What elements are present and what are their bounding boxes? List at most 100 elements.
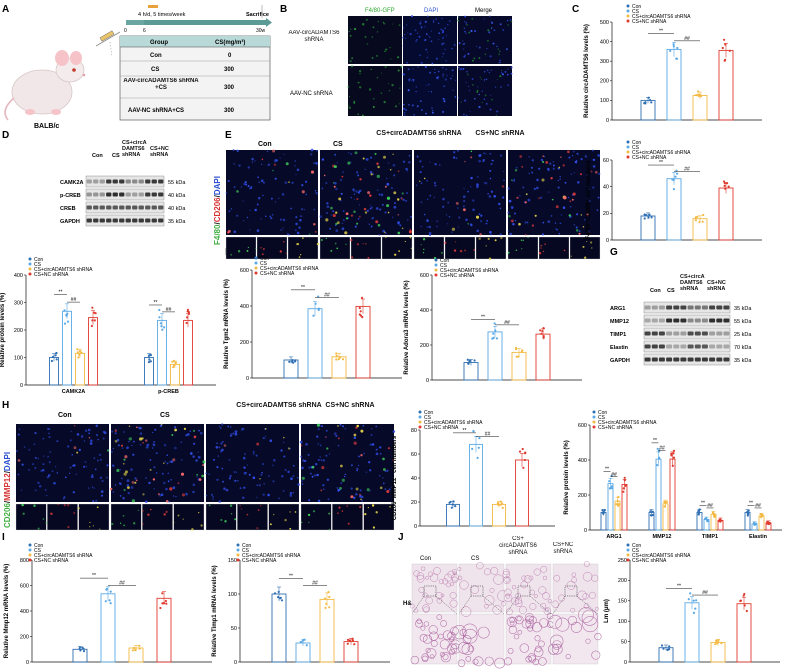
- he-alveolus: [571, 577, 577, 583]
- micro-dot: [263, 482, 265, 485]
- micro-dot: [243, 466, 246, 469]
- micro-dot: [590, 170, 593, 173]
- j-col-nc: CS+NC shRNA: [552, 542, 574, 555]
- micro-dot: [321, 187, 324, 190]
- y-tick-label-E: 20: [603, 211, 609, 217]
- micro-dot: [246, 216, 249, 219]
- micro-dot: [426, 219, 429, 222]
- micro-dot: [92, 525, 94, 527]
- micro-inset: [268, 503, 300, 531]
- data-point-H2: [697, 513, 700, 516]
- micro-dot: [456, 207, 459, 209]
- micro-dot: [385, 232, 387, 234]
- micro-dot: [218, 446, 221, 449]
- micro-dot: [391, 83, 394, 87]
- y-tick-label-C: 300: [600, 59, 609, 65]
- he-alveolus: [538, 586, 547, 595]
- micro-dot: [524, 233, 527, 236]
- group-table: Group CS(mg/m³) Con 0 CS 300 AAV-circADA…: [119, 35, 271, 121]
- micro-dot: [165, 487, 168, 491]
- micro-dot: [588, 188, 590, 190]
- legend-label-1: Con: [260, 256, 269, 262]
- legend-marker-4: [28, 272, 32, 276]
- micro-dot: [468, 89, 470, 92]
- micro-dot: [419, 22, 422, 25]
- micro-inset: [538, 236, 570, 260]
- data-point-H2: [698, 511, 701, 514]
- micro-dot: [408, 154, 411, 157]
- sig-mark-D: **: [59, 289, 63, 295]
- micro-dot: [378, 193, 381, 196]
- micro-dot: [314, 462, 318, 466]
- micro-dot: [245, 183, 248, 186]
- micro-dot: [245, 471, 248, 474]
- he-alveolus: [476, 562, 484, 570]
- blot-band: [673, 344, 680, 349]
- micro-dot: [592, 165, 596, 168]
- bar-I2-1-1: [271, 593, 287, 663]
- panel-letter-i: I: [2, 532, 5, 543]
- legend-marker-4: [236, 558, 240, 562]
- panel-a: BALB/c 4 h/d, 5 times/week Sacrifice 0 6…: [4, 5, 272, 130]
- micro-dot: [442, 188, 445, 191]
- micro-dot: [365, 242, 367, 245]
- micro-dot: [325, 182, 328, 185]
- blot-label: CREB: [60, 206, 76, 212]
- micro-dot: [96, 506, 99, 509]
- micro-dot: [483, 71, 486, 73]
- micro-dot: [301, 521, 303, 524]
- micro-dot: [386, 204, 390, 208]
- micro-dot: [93, 457, 96, 459]
- y-tick-label-D: 100: [14, 355, 23, 361]
- table-row-4-cs: 300: [224, 108, 235, 114]
- micro-dot: [384, 211, 387, 214]
- he-alveolus: [457, 642, 470, 654]
- micro-main-2: [320, 150, 412, 235]
- he-alveolus: [555, 617, 570, 632]
- micro-inset: [475, 236, 507, 260]
- data-point-H2: [608, 480, 611, 483]
- he-top-2: [458, 563, 505, 613]
- table-row-4-group: AAV-NC shRNA+CS: [128, 108, 184, 114]
- blot-band: [687, 305, 694, 310]
- blot-band: [694, 331, 701, 336]
- he-alveolus: [578, 607, 594, 623]
- micro-dot: [123, 524, 125, 527]
- micro-dot: [498, 50, 501, 53]
- sig-mark-D: ##: [166, 307, 172, 313]
- micro-dot: [552, 161, 555, 163]
- legend-marker-4: [626, 558, 630, 562]
- micro-dot: [410, 80, 412, 82]
- micro-dot: [402, 73, 405, 76]
- data-point-E: [672, 188, 676, 191]
- legend-label-1: Con: [598, 410, 607, 416]
- micro-dot: [233, 163, 235, 165]
- micro-dot: [386, 177, 388, 180]
- micro-dot: [145, 500, 148, 503]
- y-axis-label-C: Relative circADAMTS6 levels (%): [584, 24, 590, 118]
- tick-30w: 30w: [256, 28, 266, 34]
- legend-marker-3: [254, 266, 258, 270]
- micro-dot: [390, 187, 393, 190]
- blot-band: [119, 205, 125, 210]
- micro-dot: [445, 214, 448, 216]
- micro-dot: [63, 504, 66, 507]
- micro-dot: [487, 29, 490, 32]
- micro-dot: [370, 173, 373, 176]
- micro-dot: [510, 219, 514, 223]
- e-col-con: Con: [258, 141, 272, 148]
- y-tick-label-H2: 0: [584, 528, 587, 534]
- micro-dot: [354, 225, 357, 228]
- micro-dot: [242, 496, 245, 499]
- micro-dot: [333, 165, 337, 169]
- micro-dot: [407, 103, 410, 106]
- j-row-he: H&E: [403, 601, 416, 607]
- micro-dot: [473, 249, 476, 251]
- micro-dot: [307, 513, 311, 517]
- micro-dot: [433, 196, 436, 199]
- micro-dot: [466, 71, 468, 73]
- legend-marker-4: [626, 155, 630, 159]
- micro-dot: [370, 434, 373, 436]
- micro-dot: [431, 107, 433, 109]
- micro-dot: [393, 205, 397, 209]
